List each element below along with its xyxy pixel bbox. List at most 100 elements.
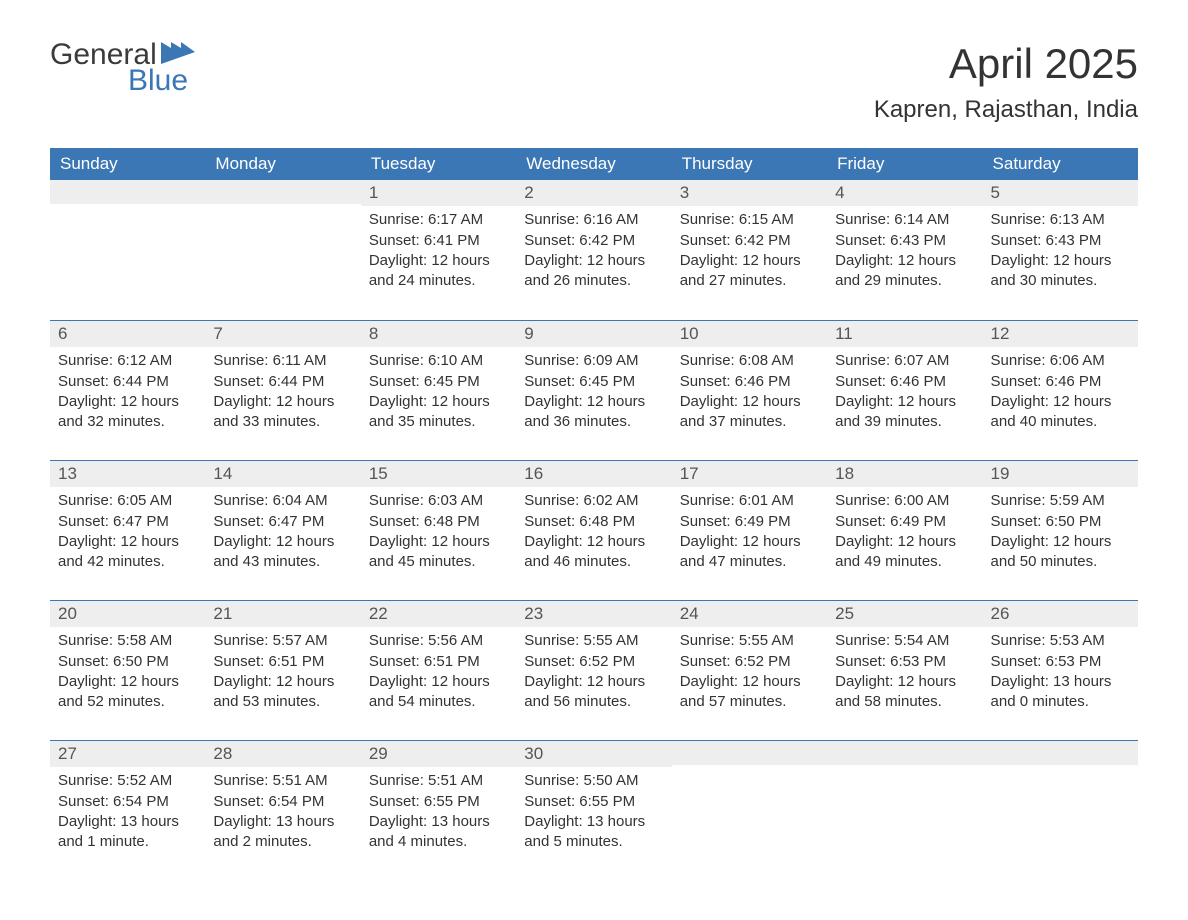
day-body: Sunrise: 6:14 AMSunset: 6:43 PMDaylight:…: [827, 206, 982, 299]
day-daylight2: and 0 minutes.: [991, 692, 1130, 712]
day-sunrise: Sunrise: 6:11 AM: [213, 351, 352, 371]
day-cell: [205, 180, 360, 320]
day-sunset: Sunset: 6:52 PM: [524, 652, 663, 672]
dow-saturday: Saturday: [983, 148, 1138, 180]
day-daylight1: Daylight: 12 hours: [369, 251, 508, 271]
day-body: Sunrise: 5:55 AMSunset: 6:52 PMDaylight:…: [516, 627, 671, 720]
day-body: Sunrise: 5:51 AMSunset: 6:54 PMDaylight:…: [205, 767, 360, 860]
day-cell: 1Sunrise: 6:17 AMSunset: 6:41 PMDaylight…: [361, 180, 516, 320]
day-number: [50, 180, 205, 204]
day-number: 1: [361, 180, 516, 206]
day-cell: [50, 180, 205, 320]
day-sunset: Sunset: 6:51 PM: [369, 652, 508, 672]
day-daylight1: Daylight: 13 hours: [524, 812, 663, 832]
day-number: 14: [205, 461, 360, 487]
day-cell: 30Sunrise: 5:50 AMSunset: 6:55 PMDayligh…: [516, 741, 671, 880]
day-cell: [827, 741, 982, 880]
day-number: 27: [50, 741, 205, 767]
day-cell: [672, 741, 827, 880]
day-body: Sunrise: 6:10 AMSunset: 6:45 PMDaylight:…: [361, 347, 516, 440]
page: General Blue April 2025 Kapren, Rajastha…: [0, 0, 1188, 920]
day-daylight1: Daylight: 12 hours: [369, 392, 508, 412]
day-sunset: Sunset: 6:53 PM: [991, 652, 1130, 672]
day-sunrise: Sunrise: 5:55 AM: [680, 631, 819, 651]
dow-friday: Friday: [827, 148, 982, 180]
week-row: 20Sunrise: 5:58 AMSunset: 6:50 PMDayligh…: [50, 600, 1138, 740]
day-daylight1: Daylight: 12 hours: [524, 672, 663, 692]
day-daylight1: Daylight: 12 hours: [58, 532, 197, 552]
day-cell: 17Sunrise: 6:01 AMSunset: 6:49 PMDayligh…: [672, 461, 827, 600]
day-body: Sunrise: 5:57 AMSunset: 6:51 PMDaylight:…: [205, 627, 360, 720]
day-daylight2: and 5 minutes.: [524, 832, 663, 852]
day-sunset: Sunset: 6:43 PM: [991, 231, 1130, 251]
day-daylight1: Daylight: 12 hours: [213, 532, 352, 552]
day-daylight1: Daylight: 12 hours: [680, 251, 819, 271]
day-daylight1: Daylight: 12 hours: [58, 392, 197, 412]
day-cell: 5Sunrise: 6:13 AMSunset: 6:43 PMDaylight…: [983, 180, 1138, 320]
day-cell: 20Sunrise: 5:58 AMSunset: 6:50 PMDayligh…: [50, 601, 205, 740]
day-daylight2: and 4 minutes.: [369, 832, 508, 852]
day-sunrise: Sunrise: 6:10 AM: [369, 351, 508, 371]
day-daylight2: and 52 minutes.: [58, 692, 197, 712]
day-sunrise: Sunrise: 6:06 AM: [991, 351, 1130, 371]
day-number: [983, 741, 1138, 765]
day-sunrise: Sunrise: 5:51 AM: [369, 771, 508, 791]
day-number: 21: [205, 601, 360, 627]
logo-text-bottom: Blue: [128, 66, 188, 96]
day-sunset: Sunset: 6:50 PM: [58, 652, 197, 672]
day-cell: 12Sunrise: 6:06 AMSunset: 6:46 PMDayligh…: [983, 321, 1138, 460]
day-sunrise: Sunrise: 6:09 AM: [524, 351, 663, 371]
day-sunrise: Sunrise: 5:59 AM: [991, 491, 1130, 511]
day-daylight2: and 42 minutes.: [58, 552, 197, 572]
day-daylight1: Daylight: 12 hours: [213, 392, 352, 412]
day-daylight2: and 37 minutes.: [680, 412, 819, 432]
day-number: [672, 741, 827, 765]
day-number: [827, 741, 982, 765]
day-cell: 9Sunrise: 6:09 AMSunset: 6:45 PMDaylight…: [516, 321, 671, 460]
day-number: 12: [983, 321, 1138, 347]
day-cell: 15Sunrise: 6:03 AMSunset: 6:48 PMDayligh…: [361, 461, 516, 600]
day-sunrise: Sunrise: 5:57 AM: [213, 631, 352, 651]
day-daylight1: Daylight: 12 hours: [213, 672, 352, 692]
dow-thursday: Thursday: [672, 148, 827, 180]
day-number: 25: [827, 601, 982, 627]
header: General Blue April 2025 Kapren, Rajastha…: [50, 40, 1138, 124]
title-block: April 2025 Kapren, Rajasthan, India: [874, 40, 1138, 124]
day-sunrise: Sunrise: 6:08 AM: [680, 351, 819, 371]
day-sunrise: Sunrise: 6:03 AM: [369, 491, 508, 511]
day-number: 28: [205, 741, 360, 767]
day-daylight1: Daylight: 13 hours: [213, 812, 352, 832]
week-row: 13Sunrise: 6:05 AMSunset: 6:47 PMDayligh…: [50, 460, 1138, 600]
day-sunset: Sunset: 6:46 PM: [991, 372, 1130, 392]
day-sunset: Sunset: 6:42 PM: [524, 231, 663, 251]
day-number: 8: [361, 321, 516, 347]
day-daylight1: Daylight: 13 hours: [58, 812, 197, 832]
dow-sunday: Sunday: [50, 148, 205, 180]
day-sunrise: Sunrise: 5:58 AM: [58, 631, 197, 651]
day-cell: 18Sunrise: 6:00 AMSunset: 6:49 PMDayligh…: [827, 461, 982, 600]
day-body: Sunrise: 6:09 AMSunset: 6:45 PMDaylight:…: [516, 347, 671, 440]
day-sunset: Sunset: 6:49 PM: [680, 512, 819, 532]
day-cell: 27Sunrise: 5:52 AMSunset: 6:54 PMDayligh…: [50, 741, 205, 880]
day-daylight1: Daylight: 13 hours: [991, 672, 1130, 692]
day-number: 16: [516, 461, 671, 487]
day-sunset: Sunset: 6:46 PM: [680, 372, 819, 392]
day-body: Sunrise: 5:52 AMSunset: 6:54 PMDaylight:…: [50, 767, 205, 860]
day-sunrise: Sunrise: 5:51 AM: [213, 771, 352, 791]
day-sunset: Sunset: 6:42 PM: [680, 231, 819, 251]
day-sunset: Sunset: 6:53 PM: [835, 652, 974, 672]
day-body: Sunrise: 6:16 AMSunset: 6:42 PMDaylight:…: [516, 206, 671, 299]
day-sunset: Sunset: 6:44 PM: [213, 372, 352, 392]
day-cell: 14Sunrise: 6:04 AMSunset: 6:47 PMDayligh…: [205, 461, 360, 600]
day-body: Sunrise: 6:11 AMSunset: 6:44 PMDaylight:…: [205, 347, 360, 440]
day-number: 2: [516, 180, 671, 206]
day-sunset: Sunset: 6:49 PM: [835, 512, 974, 532]
day-sunset: Sunset: 6:46 PM: [835, 372, 974, 392]
day-cell: 8Sunrise: 6:10 AMSunset: 6:45 PMDaylight…: [361, 321, 516, 460]
day-daylight1: Daylight: 12 hours: [680, 532, 819, 552]
day-body: Sunrise: 6:00 AMSunset: 6:49 PMDaylight:…: [827, 487, 982, 580]
day-daylight2: and 36 minutes.: [524, 412, 663, 432]
day-daylight2: and 33 minutes.: [213, 412, 352, 432]
day-sunrise: Sunrise: 6:05 AM: [58, 491, 197, 511]
day-body: Sunrise: 6:17 AMSunset: 6:41 PMDaylight:…: [361, 206, 516, 299]
